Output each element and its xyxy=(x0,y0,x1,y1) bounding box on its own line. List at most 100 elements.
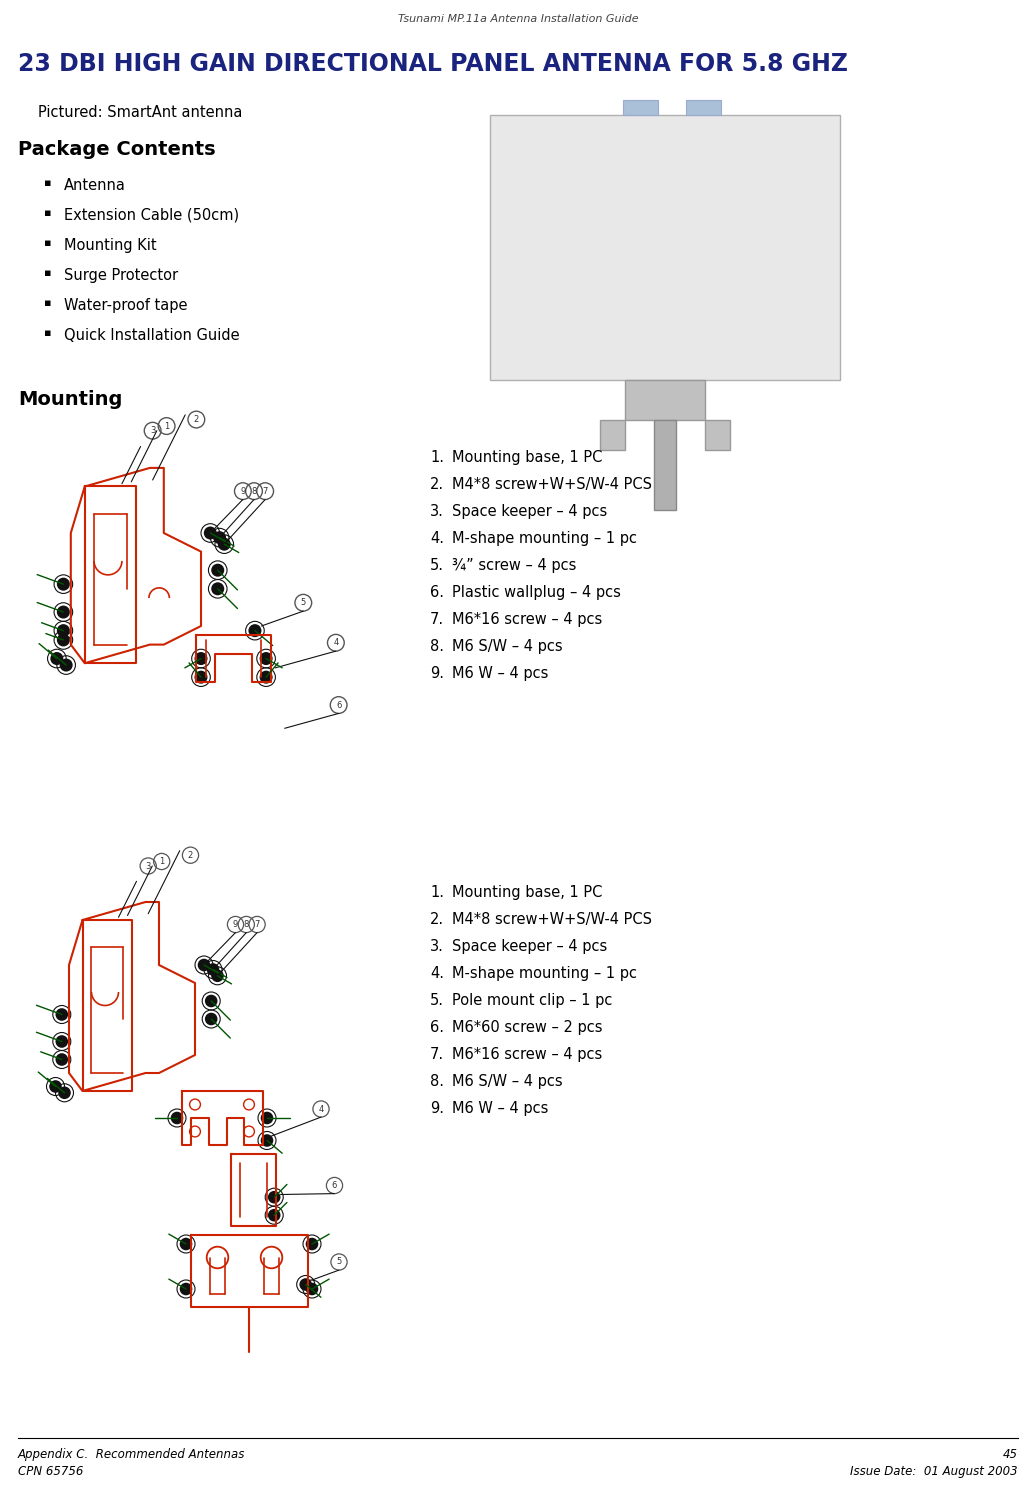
Text: M6 S/W – 4 pcs: M6 S/W – 4 pcs xyxy=(452,639,563,654)
Circle shape xyxy=(205,995,218,1007)
Circle shape xyxy=(60,659,73,672)
Circle shape xyxy=(260,651,272,665)
Text: Pictured: SmartAnt antenna: Pictured: SmartAnt antenna xyxy=(38,106,242,120)
Text: Space keeper – 4 pcs: Space keeper – 4 pcs xyxy=(452,504,607,519)
Circle shape xyxy=(179,1283,193,1295)
Text: 3.: 3. xyxy=(430,938,443,955)
Text: Space keeper – 4 pcs: Space keeper – 4 pcs xyxy=(452,938,607,955)
Text: ¾” screw – 4 pcs: ¾” screw – 4 pcs xyxy=(452,558,576,572)
Text: Surge Protector: Surge Protector xyxy=(64,268,178,283)
Circle shape xyxy=(56,1035,68,1048)
Text: 5.: 5. xyxy=(430,558,444,572)
Circle shape xyxy=(57,605,69,619)
Text: M4*8 screw+W+S/W-4 PCS: M4*8 screw+W+S/W-4 PCS xyxy=(452,912,652,926)
Text: 1.: 1. xyxy=(430,451,444,465)
Text: M6*60 screw – 2 pcs: M6*60 screw – 2 pcs xyxy=(452,1020,603,1035)
Circle shape xyxy=(195,651,207,665)
Circle shape xyxy=(213,531,226,544)
Text: 23 DBI HIGH GAIN DIRECTIONAL PANEL ANTENNA FOR 5.8 GHZ: 23 DBI HIGH GAIN DIRECTIONAL PANEL ANTEN… xyxy=(18,52,848,76)
Circle shape xyxy=(204,526,217,540)
Text: 2.: 2. xyxy=(430,477,444,492)
Text: 4: 4 xyxy=(318,1105,323,1114)
Text: 2: 2 xyxy=(194,415,199,424)
Text: ▪: ▪ xyxy=(44,178,52,187)
Text: Antenna: Antenna xyxy=(64,178,126,193)
Circle shape xyxy=(207,964,220,975)
Text: 2.: 2. xyxy=(430,912,444,926)
Circle shape xyxy=(51,651,63,665)
Text: 4.: 4. xyxy=(430,531,444,546)
Text: Mounting base, 1 PC: Mounting base, 1 PC xyxy=(452,451,602,465)
Text: CPN 65756: CPN 65756 xyxy=(18,1465,83,1478)
Circle shape xyxy=(211,970,224,981)
Text: M6*16 screw – 4 pcs: M6*16 screw – 4 pcs xyxy=(452,613,602,628)
Text: Plastic wallplug – 4 pcs: Plastic wallplug – 4 pcs xyxy=(452,584,621,599)
Text: M6 S/W – 4 pcs: M6 S/W – 4 pcs xyxy=(452,1074,563,1088)
Bar xyxy=(600,419,625,451)
Text: M6 W – 4 pcs: M6 W – 4 pcs xyxy=(452,1100,548,1117)
Text: 3.: 3. xyxy=(430,504,443,519)
Circle shape xyxy=(268,1191,281,1203)
Text: 5: 5 xyxy=(300,598,306,607)
Circle shape xyxy=(306,1283,318,1295)
Text: 2: 2 xyxy=(188,851,193,859)
Circle shape xyxy=(171,1112,183,1124)
Text: ▪: ▪ xyxy=(44,329,52,338)
Circle shape xyxy=(195,671,207,684)
Circle shape xyxy=(205,1013,218,1026)
Circle shape xyxy=(249,625,261,636)
Text: Pole mount clip – 1 pc: Pole mount clip – 1 pc xyxy=(452,993,612,1008)
Circle shape xyxy=(211,564,224,577)
Circle shape xyxy=(56,1008,68,1020)
Circle shape xyxy=(211,583,224,595)
Text: ▪: ▪ xyxy=(44,268,52,278)
Text: M6 W – 4 pcs: M6 W – 4 pcs xyxy=(452,666,548,681)
Circle shape xyxy=(198,959,210,971)
Text: 7: 7 xyxy=(262,486,268,495)
Circle shape xyxy=(261,1112,274,1124)
Text: M-shape mounting – 1 pc: M-shape mounting – 1 pc xyxy=(452,531,637,546)
Bar xyxy=(490,114,840,381)
Text: 5.: 5. xyxy=(430,993,444,1008)
Text: Package Contents: Package Contents xyxy=(18,140,215,159)
Text: Mounting Kit: Mounting Kit xyxy=(64,238,156,253)
Circle shape xyxy=(179,1237,193,1251)
Circle shape xyxy=(57,577,69,590)
Text: Water-proof tape: Water-proof tape xyxy=(64,297,188,312)
Text: 1: 1 xyxy=(160,857,165,865)
Text: 9.: 9. xyxy=(430,1100,444,1117)
Text: Appendix C.  Recommended Antennas: Appendix C. Recommended Antennas xyxy=(18,1448,246,1462)
Text: 6.: 6. xyxy=(430,1020,444,1035)
Circle shape xyxy=(268,1209,281,1221)
Text: 9.: 9. xyxy=(430,666,444,681)
Text: 3: 3 xyxy=(150,427,155,436)
Text: ▪: ▪ xyxy=(44,238,52,248)
Bar xyxy=(625,381,706,419)
Text: M6*16 screw – 4 pcs: M6*16 screw – 4 pcs xyxy=(452,1047,602,1062)
Text: 6: 6 xyxy=(332,1181,337,1190)
Text: ▪: ▪ xyxy=(44,297,52,308)
Text: 1: 1 xyxy=(164,421,169,431)
Text: 1.: 1. xyxy=(430,885,444,900)
Text: 8.: 8. xyxy=(430,639,444,654)
Text: 6: 6 xyxy=(336,700,341,709)
Text: 8: 8 xyxy=(243,920,249,929)
Circle shape xyxy=(56,1053,68,1066)
Bar xyxy=(686,100,721,114)
Text: Extension Cable (50cm): Extension Cable (50cm) xyxy=(64,208,239,223)
Circle shape xyxy=(58,1087,70,1099)
Circle shape xyxy=(57,625,69,636)
Circle shape xyxy=(306,1237,318,1251)
Text: 9: 9 xyxy=(233,920,238,929)
Text: 4: 4 xyxy=(334,638,339,647)
Circle shape xyxy=(49,1080,62,1093)
Text: 3: 3 xyxy=(145,861,151,870)
Text: 6.: 6. xyxy=(430,584,444,599)
Text: 9: 9 xyxy=(240,486,246,495)
Text: 7.: 7. xyxy=(430,1047,444,1062)
Text: 4.: 4. xyxy=(430,967,444,981)
Text: Issue Date:  01 August 2003: Issue Date: 01 August 2003 xyxy=(851,1465,1018,1478)
Text: 8: 8 xyxy=(252,486,257,495)
Text: 7.: 7. xyxy=(430,613,444,628)
Circle shape xyxy=(261,1135,274,1146)
